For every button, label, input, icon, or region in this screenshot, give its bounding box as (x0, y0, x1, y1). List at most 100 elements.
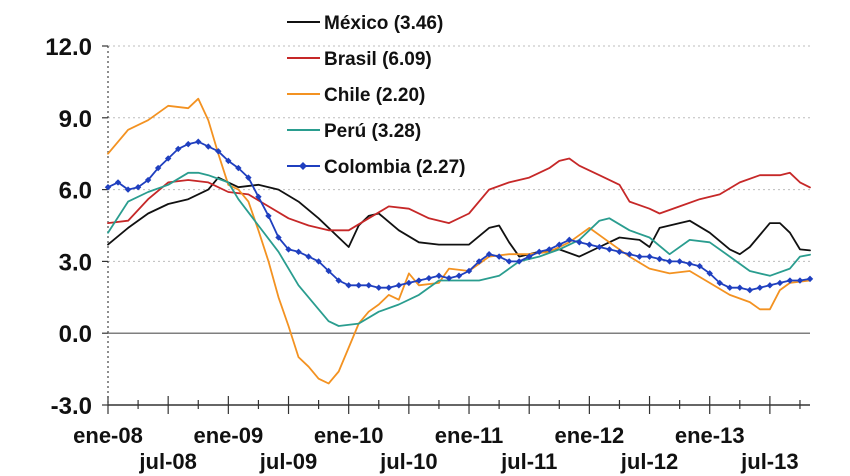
series-4-marker-57 (676, 258, 683, 265)
legend-label-0: México (3.46) (324, 13, 443, 34)
x-tick-label-ene-12: ene-12 (555, 423, 625, 448)
x-tick-label-jul-09: jul-09 (259, 449, 317, 474)
legend-label-4: Colombia (2.27) (324, 157, 465, 178)
x-tick-label-ene-08: ene-08 (73, 423, 143, 448)
series-line-1 (107, 157, 811, 232)
x-tick-label-ene-10: ene-10 (314, 423, 384, 448)
series-4-marker-64 (746, 286, 754, 294)
x-tick-label-jul-11: jul-11 (500, 449, 557, 474)
series-4-marker-31 (415, 277, 423, 284)
series-4-marker-50 (606, 246, 613, 253)
series-4-marker-20 (305, 253, 312, 260)
series-4-marker-39 (495, 253, 503, 260)
y-tick-label-1: 0.0 (59, 321, 92, 348)
series-4-marker-12 (225, 157, 232, 165)
series-4-marker-66 (766, 282, 774, 289)
series-4-marker-2 (124, 186, 132, 193)
series-4-marker-33 (435, 272, 443, 279)
legend: México (3.46) Brasil (6.09) Chile (2.20) Pe… (287, 13, 465, 178)
series-4-marker-52 (626, 251, 633, 258)
series-4-marker-32 (425, 274, 433, 282)
series-4-marker-42 (526, 253, 533, 260)
series-4-marker-69 (796, 277, 804, 284)
series-4-marker-41 (515, 258, 523, 265)
series-4-marker-22 (325, 267, 332, 275)
x-tick-label-ene-09: ene-09 (193, 423, 263, 448)
series-4-marker-43 (536, 248, 543, 256)
series-4-marker-70 (806, 275, 814, 283)
series-4-marker-37 (475, 258, 483, 265)
series-4-marker-62 (726, 284, 733, 291)
series-4-marker-16 (265, 212, 272, 220)
series-4-marker-8 (185, 140, 192, 148)
series-4-marker-61 (716, 279, 723, 287)
y-tick-label-0: -3.0 (51, 393, 92, 420)
series-4-marker-15 (255, 193, 262, 200)
series-4-marker-28 (385, 284, 392, 291)
series-4-marker-65 (756, 284, 764, 291)
series-4-marker-23 (335, 277, 342, 284)
x-tick-label-jul-13: jul-13 (740, 449, 798, 474)
series-4-marker-36 (465, 267, 473, 275)
series-4-marker-3 (134, 184, 142, 191)
series-line-0 (107, 176, 811, 258)
legend-marker-4 (299, 162, 307, 170)
x-tick-label-ene-13: ene-13 (675, 423, 745, 448)
series-lines (104, 97, 814, 385)
series-4-marker-17 (275, 234, 282, 241)
series-4-marker-56 (666, 258, 673, 265)
series-4-marker-13 (235, 164, 242, 172)
series-4-marker-26 (365, 282, 372, 289)
series-4-marker-10 (205, 143, 212, 150)
y-tick-label-3: 6.0 (59, 178, 92, 205)
series-4-marker-49 (596, 243, 603, 251)
axes: -3.0 0.0 3.0 6.0 9.0 12.0 ene-08 ene-09 ene-10 en… (45, 34, 810, 474)
series-4-marker-46 (566, 236, 573, 244)
x-tick-label-jul-10: jul-10 (379, 449, 437, 474)
series-4-marker-18 (285, 246, 292, 253)
series-4-marker-51 (616, 248, 623, 256)
series-4-marker-59 (696, 262, 703, 270)
series-4-marker-27 (375, 284, 382, 291)
series-4-marker-47 (576, 239, 583, 246)
series-4-marker-34 (445, 274, 453, 282)
series-line-3 (107, 171, 811, 327)
series-4-marker-7 (175, 145, 182, 153)
series-4-marker-44 (546, 246, 553, 253)
series-4-marker-55 (656, 255, 663, 263)
series-4-marker-25 (355, 282, 362, 289)
series-4-marker-38 (485, 251, 493, 258)
series-4-marker-29 (395, 282, 403, 289)
series-4-marker-6 (164, 155, 172, 162)
legend-label-2: Chile (2.20) (324, 85, 425, 106)
series-4-marker-24 (345, 282, 352, 289)
series-4-marker-63 (736, 284, 743, 291)
series-4-marker-48 (586, 241, 593, 248)
series-4-marker-60 (706, 270, 713, 277)
legend-label-3: Perú (3.28) (324, 121, 421, 142)
y-tick-label-5: 12.0 (45, 34, 92, 61)
series-4-marker-54 (646, 253, 653, 260)
series-4-marker-9 (195, 138, 202, 145)
y-tick-label-4: 9.0 (59, 106, 92, 133)
y-tick-label-2: 3.0 (59, 249, 92, 276)
legend-label-1: Brasil (6.09) (324, 49, 432, 70)
series-4-marker-19 (295, 248, 302, 256)
series-4-marker-68 (786, 277, 794, 284)
series-4-marker-21 (315, 258, 322, 265)
series-4-marker-11 (215, 148, 222, 155)
x-tick-label-jul-08: jul-08 (138, 449, 196, 474)
series-4-marker-4 (144, 176, 152, 184)
series-4-marker-5 (154, 164, 162, 172)
series-4-marker-40 (505, 258, 513, 265)
series-4-marker-58 (686, 260, 693, 267)
x-tick-label-jul-12: jul-12 (620, 449, 678, 474)
series-4-marker-1 (114, 179, 122, 186)
series-4-marker-14 (245, 174, 252, 181)
series-4-marker-45 (556, 241, 563, 248)
series-4-marker-53 (636, 253, 643, 260)
series-4-marker-67 (776, 279, 784, 287)
series-4-marker-35 (455, 272, 463, 279)
series-4-marker-30 (405, 279, 413, 287)
